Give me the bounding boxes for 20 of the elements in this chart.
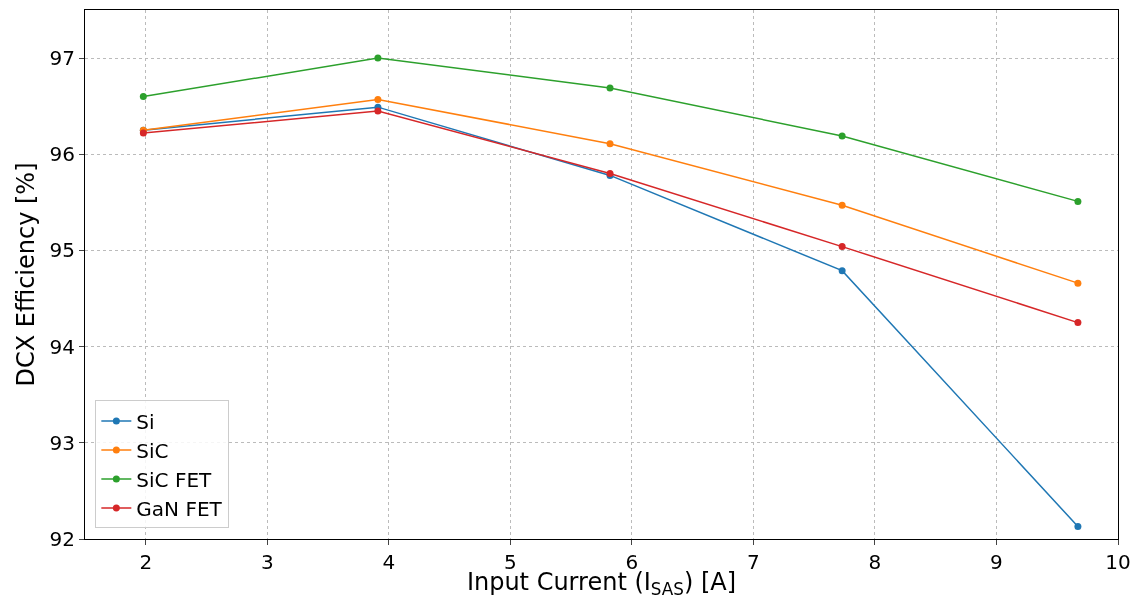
x-tick-label: 10: [1105, 550, 1131, 574]
y-tick-label: 92: [49, 527, 75, 551]
x-tick-label: 6: [625, 550, 639, 574]
legend-label: SiC: [136, 438, 169, 463]
x-tick-label: 5: [503, 550, 517, 574]
x-tick-label: 2: [139, 550, 153, 574]
x-tick-label: 9: [990, 550, 1003, 574]
y-tick-label: 94: [49, 334, 75, 359]
y-tick-label: 93: [49, 430, 75, 455]
x-tick-label: 3: [260, 550, 274, 574]
legend-label: SiC FET: [136, 467, 213, 492]
y-tick-label: 97: [49, 46, 75, 71]
x-tick-label: 8: [868, 550, 882, 574]
y-tick-label: 95: [49, 238, 75, 263]
x-tick-label: 7: [747, 550, 760, 574]
legend-label: Si: [136, 409, 155, 434]
y-axis-title: DCX Efficiency [%]: [11, 162, 40, 387]
y-tick-label: 96: [49, 142, 75, 167]
x-tick-label: 4: [382, 550, 396, 574]
legend-label: GaN FET: [136, 496, 223, 521]
